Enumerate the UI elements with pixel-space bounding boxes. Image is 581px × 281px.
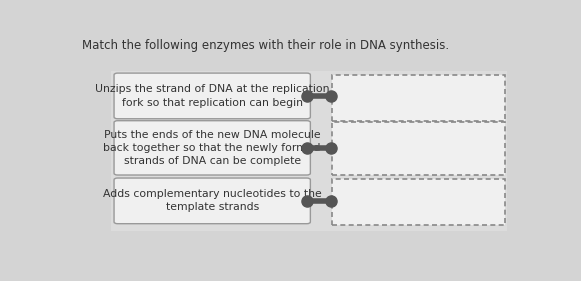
Text: Adds complementary nucleotides to the
template strands: Adds complementary nucleotides to the te…	[103, 189, 322, 212]
FancyBboxPatch shape	[114, 121, 310, 175]
Text: Match the following enzymes with their role in DNA synthesis.: Match the following enzymes with their r…	[81, 39, 449, 52]
FancyBboxPatch shape	[111, 71, 507, 231]
Text: Puts the ends of the new DNA molecule
back together so that the newly formed
str: Puts the ends of the new DNA molecule ba…	[103, 130, 321, 166]
FancyBboxPatch shape	[332, 123, 505, 175]
FancyBboxPatch shape	[332, 179, 505, 225]
FancyBboxPatch shape	[114, 73, 310, 119]
Text: Unzips the strand of DNA at the replication
fork so that replication can begin: Unzips the strand of DNA at the replicat…	[95, 84, 329, 108]
FancyBboxPatch shape	[114, 178, 310, 224]
FancyBboxPatch shape	[332, 75, 505, 121]
